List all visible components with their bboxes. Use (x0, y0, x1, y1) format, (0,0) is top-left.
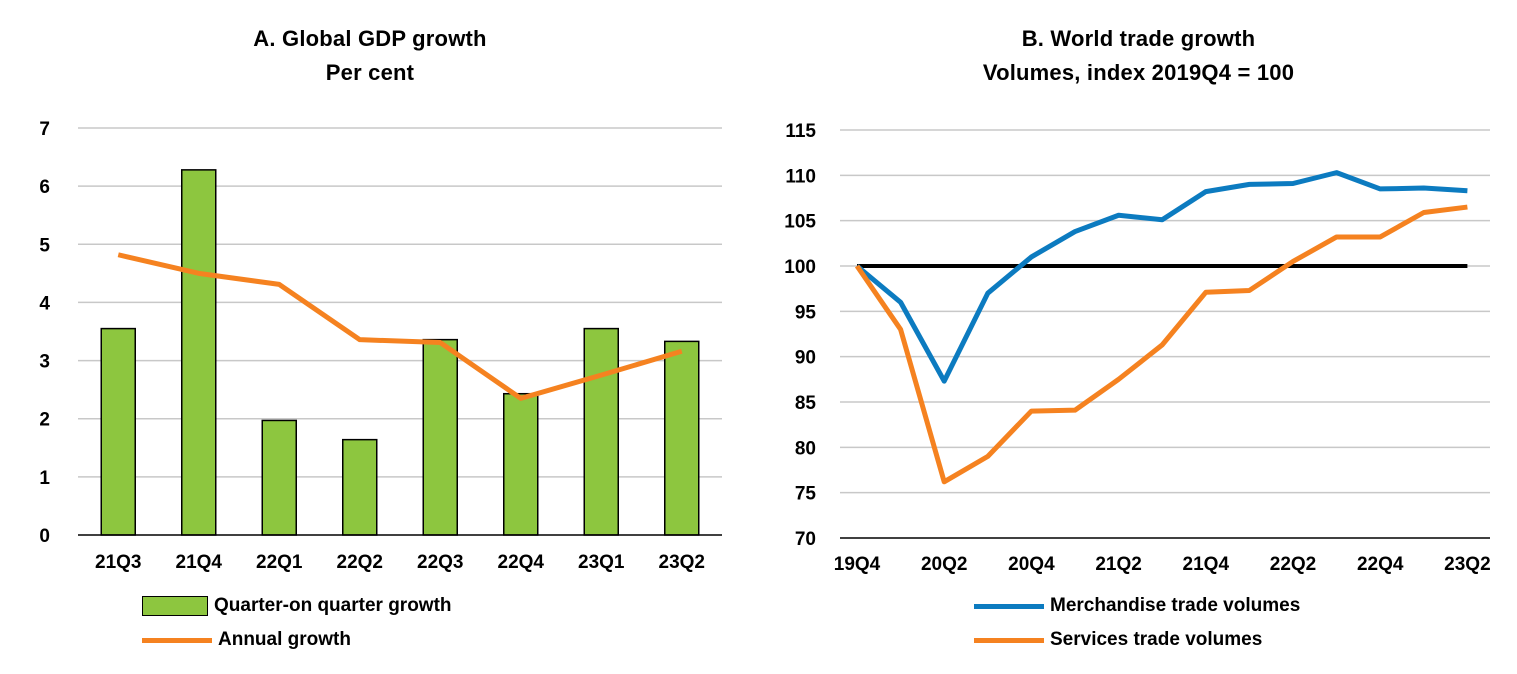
chart-a-plot: 0 1 2 3 4 5 6 7 21Q3 21Q4 22Q1 22Q2 22Q3 22Q4 23Q1 23Q2 (39, 119, 722, 573)
y-tick-label: 75 (795, 484, 817, 505)
chart-b-legend: Merchandise trade volumes Services trade… (974, 589, 1300, 657)
x-tick-label: 22Q3 (417, 552, 463, 573)
y-tick-label: 85 (795, 393, 817, 414)
bar (583, 327, 619, 536)
y-tick-label: 1 (39, 468, 50, 489)
y-tick-label: 105 (784, 212, 816, 233)
bar (664, 340, 700, 536)
legend-item-quarterly: Quarter-on quarter growth (142, 589, 452, 623)
series-line-merchandise (855, 170, 1468, 384)
x-tick-label: 23Q2 (659, 552, 705, 573)
y-tick-label: 80 (795, 438, 816, 459)
chart-a-legend: Quarter-on quarter growth Annual growth (142, 589, 452, 657)
legend-swatch-line (974, 637, 1044, 643)
legend-item-annual: Annual growth (142, 623, 452, 657)
panel-trade-growth: B. World trade growth Volumes, index 201… (760, 0, 1517, 674)
legend-label-services: Services trade volumes (1050, 629, 1263, 650)
series-line-services (854, 204, 1468, 485)
y-tick-label: 5 (39, 235, 50, 256)
bar (181, 169, 217, 536)
chart-b-plot: 70 75 80 85 90 95 100 105 110 115 19Q4 20Q2 20Q4 21Q2… (784, 121, 1490, 575)
x-tick-label: 23Q2 (1444, 554, 1490, 575)
legend-swatch-line (142, 637, 212, 643)
y-tick-label: 3 (39, 352, 50, 373)
y-tick-label: 95 (795, 302, 817, 323)
y-tick-label: 7 (39, 119, 50, 140)
series-line-annual (117, 252, 683, 401)
bar (342, 438, 378, 536)
y-tick-label: 90 (795, 348, 816, 369)
y-tick-label: 110 (785, 166, 816, 187)
x-tick-label: 22Q4 (1357, 554, 1404, 575)
x-tick-label: 20Q4 (1008, 554, 1055, 575)
y-tick-label: 100 (784, 257, 816, 278)
x-tick-label: 21Q3 (95, 552, 141, 573)
x-tick-label: 22Q4 (498, 552, 545, 573)
y-tick-label: 0 (39, 526, 50, 547)
chart-b-title: B. World trade growth (1021, 26, 1256, 51)
chart-b-subtitle: Volumes, index 2019Q4 = 100 (982, 60, 1295, 85)
x-tick-label: 21Q2 (1095, 554, 1141, 575)
bar (422, 338, 458, 536)
chart-a-title: A. Global GDP growth (253, 26, 487, 51)
legend-label-quarterly: Quarter-on quarter growth (214, 595, 452, 616)
legend-label-merchandise: Merchandise trade volumes (1050, 595, 1301, 616)
bar (261, 419, 297, 536)
y-tick-label: 115 (785, 121, 816, 142)
x-tick-label: 22Q2 (337, 552, 383, 573)
y-tick-label: 2 (39, 410, 50, 431)
bar (503, 392, 539, 536)
y-tick-label: 70 (795, 529, 816, 550)
legend-item-merchandise: Merchandise trade volumes (974, 589, 1300, 623)
x-tick-label: 23Q1 (578, 552, 625, 573)
y-tick-label: 6 (39, 177, 50, 198)
x-tick-label: 19Q4 (834, 554, 881, 575)
chart-a-subtitle: Per cent (325, 60, 415, 85)
x-tick-label: 21Q4 (1183, 554, 1230, 575)
x-tick-label: 22Q1 (256, 552, 303, 573)
panel-gdp-growth: A. Global GDP growth Per cent 0 1 2 3 4 5 6 7 21… (0, 0, 740, 674)
legend-item-services: Services trade volumes (974, 623, 1300, 657)
x-tick-label: 22Q2 (1270, 554, 1316, 575)
legend-swatch-bar (142, 596, 208, 616)
legend-label-annual: Annual growth (218, 629, 351, 650)
y-tick-label: 4 (39, 293, 50, 314)
x-tick-label: 20Q2 (921, 554, 967, 575)
x-tick-label: 21Q4 (176, 552, 223, 573)
bar (100, 327, 136, 536)
legend-swatch-line (974, 603, 1044, 609)
